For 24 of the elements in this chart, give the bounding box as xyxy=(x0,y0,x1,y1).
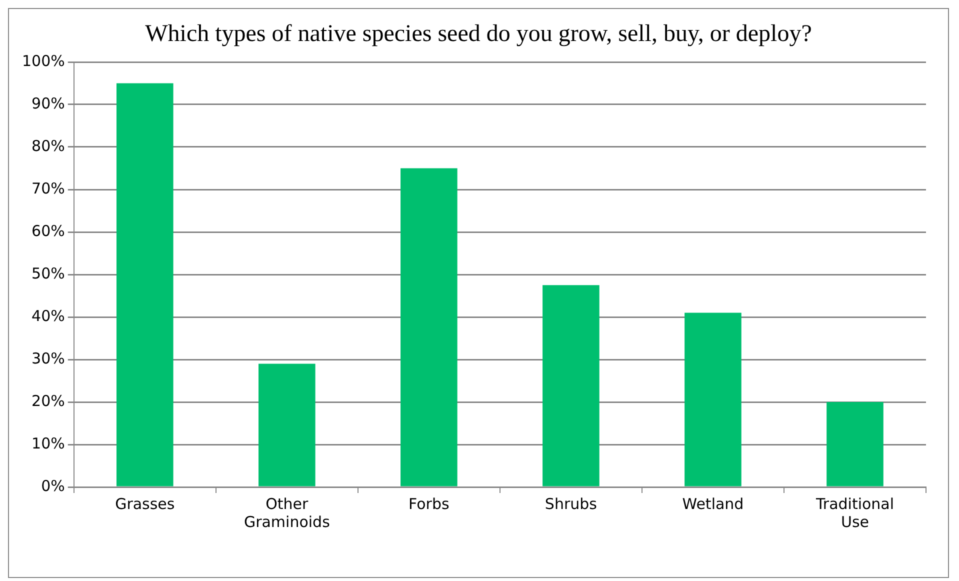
bar xyxy=(400,168,458,486)
y-tick-label: 90% xyxy=(32,94,65,112)
y-tick-label: 40% xyxy=(32,306,65,325)
y-tick-label: 80% xyxy=(32,136,65,155)
x-tick-label: Forbs xyxy=(408,494,450,513)
y-tick-label: 50% xyxy=(32,264,65,282)
y-tick-label: 10% xyxy=(32,434,65,452)
bar xyxy=(116,83,174,486)
x-tick-label: Other Graminoids xyxy=(244,494,330,531)
x-tick-label: Grasses xyxy=(115,494,175,513)
bar xyxy=(826,402,884,486)
y-tick-label: 60% xyxy=(32,222,65,240)
y-tick-label: 30% xyxy=(32,349,65,368)
bar xyxy=(542,285,600,486)
x-tick-label: Shrubs xyxy=(544,494,598,513)
bar xyxy=(258,364,316,486)
y-tick-label: 0% xyxy=(41,476,65,495)
x-tick-label: Wetland xyxy=(682,494,744,513)
bar xyxy=(684,312,742,486)
y-tick-label: 70% xyxy=(32,179,65,198)
y-tick-label: 100% xyxy=(22,52,65,70)
x-tick-label: Traditional Use xyxy=(814,494,894,531)
chart-title: Which types of native species seed do you grow, sell, buy, or deploy? xyxy=(144,20,813,49)
y-tick-label: 20% xyxy=(32,392,65,410)
